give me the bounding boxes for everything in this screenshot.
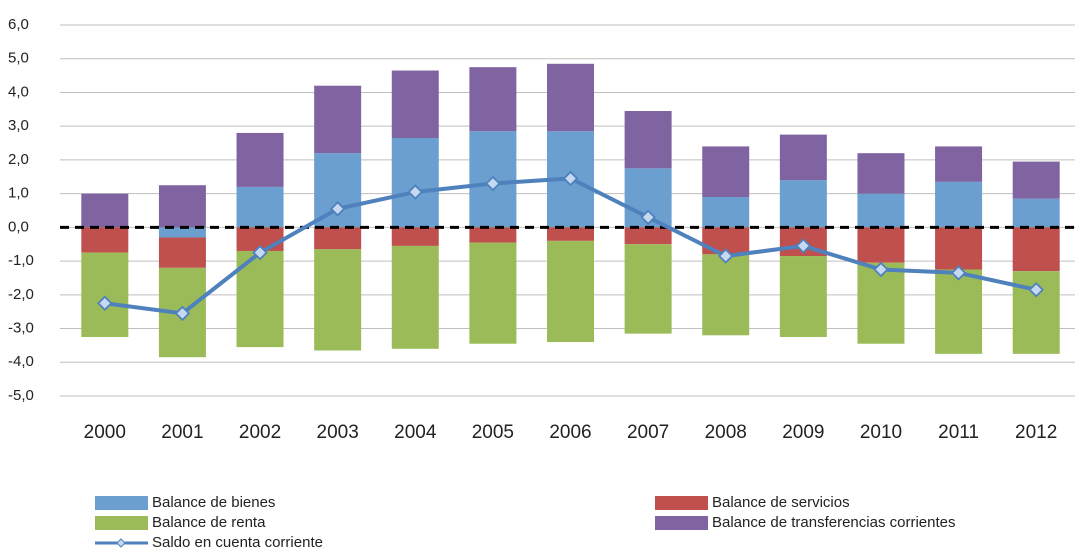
bar (935, 227, 983, 270)
marker (562, 170, 579, 187)
bar (547, 240, 594, 343)
y-tick-label: 3,0 (8, 117, 29, 134)
marker (252, 244, 268, 261)
bar (391, 245, 439, 349)
y-tick-label: -2,0 (8, 286, 34, 303)
bar (469, 242, 517, 344)
x-tick-label: 2008 (705, 422, 747, 443)
bar (314, 249, 362, 351)
marker (950, 265, 967, 281)
y-tick-label: 0,0 (8, 218, 29, 235)
legend-swatch (95, 516, 148, 530)
legend-label: Saldo en cuenta corriente (152, 534, 323, 551)
legend-label: Balance de bienes (152, 494, 275, 511)
bar (624, 111, 672, 169)
legend-marker (116, 538, 126, 548)
bar (702, 146, 750, 198)
marker (97, 295, 113, 312)
y-tick-label: 5,0 (8, 50, 29, 67)
bar (779, 134, 827, 181)
bar (81, 227, 129, 253)
legend-label: Balance de servicios (712, 494, 850, 511)
x-tick-label: 2001 (161, 422, 203, 443)
y-tick-label: 1,0 (8, 185, 29, 202)
bar (624, 244, 672, 334)
bar (857, 193, 905, 228)
marker (485, 175, 501, 192)
bar (547, 63, 594, 132)
bar (314, 85, 362, 154)
bar (391, 227, 439, 246)
x-tick-label: 2011 (938, 422, 979, 443)
marker (717, 248, 734, 264)
bar (935, 269, 983, 354)
x-tick-label: 2002 (239, 422, 281, 443)
x-tick-label: 2005 (472, 422, 514, 443)
bar (1012, 198, 1060, 228)
x-tick-label: 2010 (860, 422, 902, 443)
x-tick-label: 2003 (317, 422, 359, 443)
x-tick-label: 2009 (782, 422, 824, 443)
bar (469, 227, 517, 243)
bar (314, 227, 362, 250)
legend-swatch (95, 496, 148, 510)
bar (158, 227, 206, 238)
bar (236, 132, 284, 187)
bar (702, 254, 750, 336)
bar (1012, 161, 1060, 199)
x-tick-label: 2007 (627, 422, 669, 443)
bar (391, 137, 439, 228)
x-tick-label: 2000 (84, 422, 126, 443)
bar (935, 181, 983, 228)
legend-swatch (655, 496, 708, 510)
y-tick-label: -3,0 (8, 320, 34, 337)
y-tick-label: -4,0 (8, 353, 34, 370)
bar (236, 186, 284, 228)
bar (391, 70, 439, 138)
bar (624, 227, 672, 245)
x-tick-label: 2012 (1015, 422, 1057, 443)
marker (407, 184, 424, 200)
marker (1028, 281, 1044, 298)
bar (81, 252, 129, 337)
bar (469, 67, 517, 132)
bar (1012, 227, 1060, 272)
x-tick-label: 2004 (394, 422, 437, 443)
bar (81, 193, 129, 228)
x-tick-label: 2006 (549, 422, 591, 443)
marker (329, 201, 346, 217)
legend-label: Balance de transferencias corrientes (712, 514, 955, 531)
bar (779, 256, 827, 337)
marker (640, 209, 656, 226)
marker (174, 305, 191, 322)
bar (857, 227, 905, 263)
bar (779, 180, 827, 228)
marker (795, 238, 812, 254)
y-tick-label: 6,0 (8, 16, 29, 33)
y-tick-label: 4,0 (8, 83, 29, 100)
legend-swatch (655, 516, 708, 530)
bar (158, 237, 206, 268)
y-tick-label: -1,0 (8, 252, 34, 269)
bar (702, 197, 750, 228)
bar (857, 153, 905, 194)
y-tick-label: 2,0 (8, 151, 29, 168)
marker (873, 261, 889, 278)
bar (547, 227, 594, 241)
legend-label: Balance de renta (152, 514, 266, 531)
y-tick-label: -5,0 (8, 387, 34, 404)
bar (935, 146, 983, 182)
bar (158, 185, 206, 228)
